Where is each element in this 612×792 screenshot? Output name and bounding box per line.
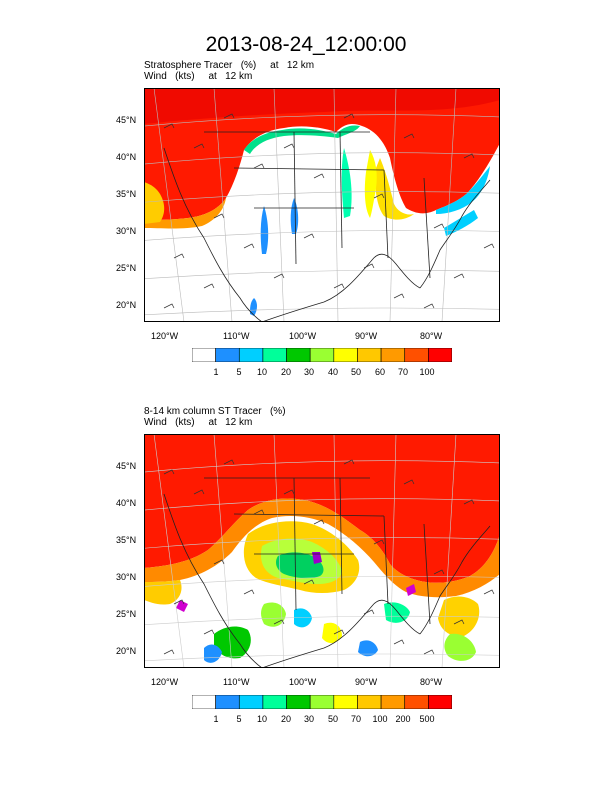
colorbar-swatch [215, 348, 240, 362]
panel2-colorbar-label: 50 [327, 714, 339, 724]
panel1-colorbar-label: 60 [374, 367, 386, 377]
colorbar-swatch [262, 348, 287, 362]
panel2-lat-tick: 20°N [116, 646, 137, 656]
panel2-caption-tracer: 8-14 km column ST Tracer (%) [144, 406, 286, 417]
colorbar-swatch [428, 348, 452, 362]
panel1-lat-tick: 30°N [116, 226, 137, 236]
panel2-lat-tick: 25°N [116, 609, 137, 619]
panel1-lat-tick: 35°N [116, 189, 137, 199]
panel2-colorbar-label: 30 [303, 714, 315, 724]
panel1-caption-wind: Wind (kts) at 12 km [144, 71, 253, 82]
panel2-colorbar-label: 1 [213, 714, 219, 724]
colorbar-swatch [309, 348, 335, 362]
colorbar-swatch [309, 695, 335, 709]
panel1-lat-tick: 20°N [116, 300, 137, 310]
colorbar-swatch [333, 348, 358, 362]
panel2-colorbar-label: 20 [280, 714, 292, 724]
panel2-colorbar-label: 200 [395, 714, 411, 724]
colorbar-swatch [357, 348, 382, 362]
panel2-column-tracer-map [144, 434, 500, 668]
colorbar-swatch [357, 695, 382, 709]
panel2-lon-tick: 120°W [151, 677, 179, 687]
colorbar-swatch [238, 695, 264, 709]
colorbar-swatch [380, 695, 406, 709]
panel2-lon-tick: 100°W [289, 677, 317, 687]
panel2-lat-tick: 45°N [116, 461, 137, 471]
panel2-lon-tick: 80°W [420, 677, 443, 687]
panel1-lat-tick: 40°N [116, 152, 137, 162]
panel1-colorbar-label: 20 [280, 367, 292, 377]
panel1-lon-tick: 120°W [151, 331, 179, 341]
panel1-lon-tick: 100°W [289, 331, 317, 341]
colorbar-swatch [333, 695, 358, 709]
colorbar-swatch [404, 348, 429, 362]
panel2-lat-tick: 35°N [116, 535, 137, 545]
panel1-lat-tick: 45°N [116, 115, 137, 125]
panel2-lon-tick: 90°W [355, 677, 378, 687]
colorbar-swatch [215, 695, 240, 709]
colorbar-swatch [286, 695, 311, 709]
panel1-colorbar-label: 10 [256, 367, 268, 377]
panel2-caption-wind: Wind (kts) at 12 km [144, 417, 253, 428]
panel2-colorbar [192, 695, 452, 709]
panel1-lon-tick: 110°W [223, 331, 250, 341]
colorbar-swatch [262, 695, 287, 709]
colorbar-swatch [192, 695, 216, 709]
panel2-colorbar-label: 10 [256, 714, 268, 724]
panel1-colorbar-label: 1 [213, 367, 219, 377]
panel1-colorbar [192, 348, 452, 362]
panel1-lon-tick: 90°W [355, 331, 378, 341]
colorbar-swatch [404, 695, 429, 709]
panel2-colorbar-label: 500 [419, 714, 435, 724]
panel2-colorbar-label: 70 [350, 714, 362, 724]
panel1-lat-tick: 25°N [116, 263, 137, 273]
panel2-colorbar-label: 5 [236, 714, 242, 724]
colorbar-swatch [192, 348, 216, 362]
colorbar-swatch [238, 348, 264, 362]
panel1-colorbar-label: 40 [327, 367, 339, 377]
plot-title: 2013-08-24_12:00:00 [205, 33, 407, 56]
panel1-colorbar-label: 70 [397, 367, 409, 377]
panel2-lat-tick: 40°N [116, 498, 137, 508]
panel1-lon-tick: 80°W [420, 331, 443, 341]
panel1-colorbar-label: 30 [303, 367, 315, 377]
panel2-colorbar-label: 100 [372, 714, 388, 724]
colorbar-swatch [380, 348, 406, 362]
panel2-lon-tick: 110°W [223, 677, 250, 687]
panel2-lat-tick: 30°N [116, 572, 137, 582]
panel1-tracer-map [144, 88, 500, 322]
colorbar-swatch [428, 695, 452, 709]
panel1-caption-tracer: Stratosphere Tracer (%) at 12 km [144, 60, 315, 71]
panel1-colorbar-label: 50 [350, 367, 362, 377]
panel1-colorbar-label: 5 [236, 367, 242, 377]
panel1-colorbar-label: 100 [419, 367, 435, 377]
colorbar-swatch [286, 348, 311, 362]
